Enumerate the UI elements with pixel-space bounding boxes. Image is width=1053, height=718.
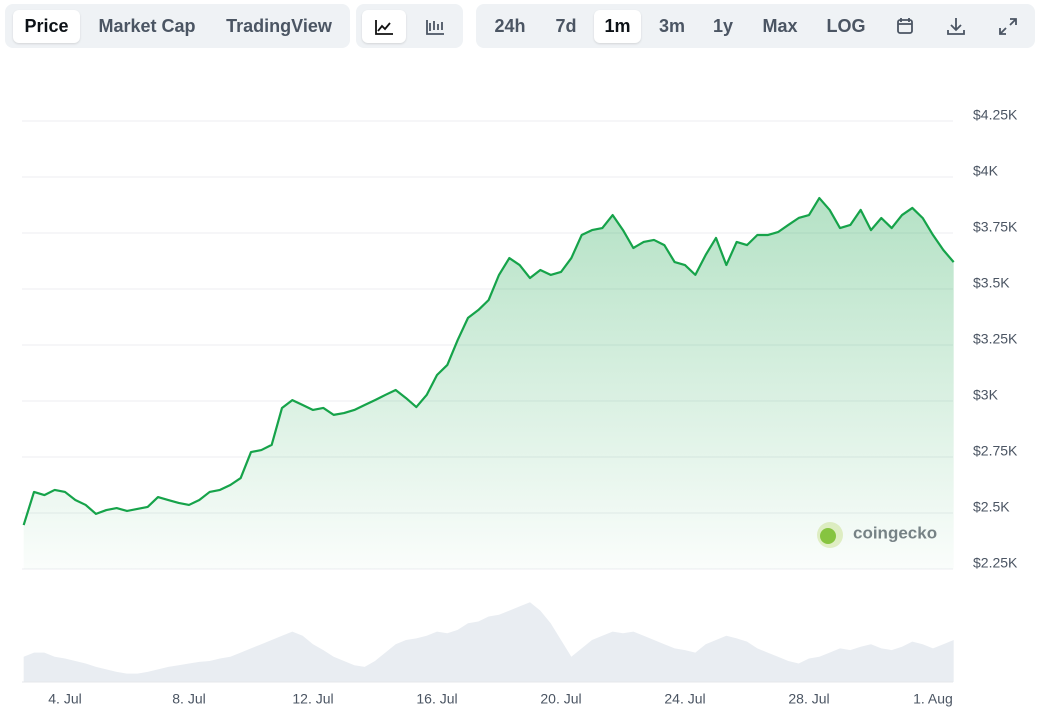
- line-icon: [375, 20, 393, 35]
- fullscreen-icon: [999, 18, 1017, 35]
- tab-price[interactable]: Price: [13, 10, 80, 43]
- volume-area: [23, 602, 954, 682]
- y-tick-label: $4.25K: [973, 107, 1018, 123]
- calendar[interactable]: [883, 10, 927, 43]
- y-tick-label: $4K: [973, 163, 999, 179]
- range-1y[interactable]: 1y: [712, 16, 734, 36]
- x-tick-label: 12. Jul: [292, 691, 333, 707]
- x-tick-label: 8. Jul: [172, 691, 205, 707]
- x-tick-label: 28. Jul: [788, 691, 829, 707]
- y-tick-label: $3.75K: [973, 219, 1018, 235]
- candle-icon: [426, 20, 444, 35]
- tab-market-cap[interactable]: Market Cap: [98, 16, 196, 36]
- calendar-icon: [897, 18, 913, 34]
- y-tick-label: $2.25K: [973, 555, 1018, 571]
- price-line: [22, 196, 955, 526]
- download-icon: [947, 18, 965, 35]
- fullscreen[interactable]: [986, 10, 1030, 43]
- log-toggle[interactable]: LOG: [826, 16, 866, 36]
- y-tick-label: $3.25K: [973, 331, 1018, 347]
- tab-tradingview[interactable]: TradingView: [226, 16, 332, 36]
- range-1m[interactable]: 1m: [594, 10, 641, 43]
- range-7d[interactable]: 7d: [555, 16, 577, 36]
- y-tick-label: $2.5K: [973, 499, 1010, 515]
- range-tabs: 24h 7d 1m 3m 1y Max LOG: [476, 4, 1035, 48]
- x-tick-label: 4. Jul: [48, 691, 81, 707]
- x-tick-label: 16. Jul: [416, 691, 457, 707]
- x-tick-label: 20. Jul: [540, 691, 581, 707]
- x-tick-label: 24. Jul: [664, 691, 705, 707]
- line-style[interactable]: [362, 10, 406, 43]
- y-tick-label: $2.75K: [973, 443, 1018, 459]
- range-24h[interactable]: 24h: [494, 16, 526, 36]
- price-area: [23, 198, 954, 569]
- view-tabs: Price Market Cap TradingView: [5, 4, 350, 48]
- range-3m[interactable]: 3m: [658, 16, 685, 36]
- download[interactable]: [934, 10, 978, 43]
- y-tick-label: $3.5K: [973, 275, 1010, 291]
- candle-style[interactable]: [413, 10, 457, 43]
- range-max[interactable]: Max: [762, 16, 798, 36]
- x-tick-label: 1. Aug: [913, 691, 953, 707]
- chart-style: [356, 4, 463, 48]
- y-tick-label: $3K: [973, 387, 999, 403]
